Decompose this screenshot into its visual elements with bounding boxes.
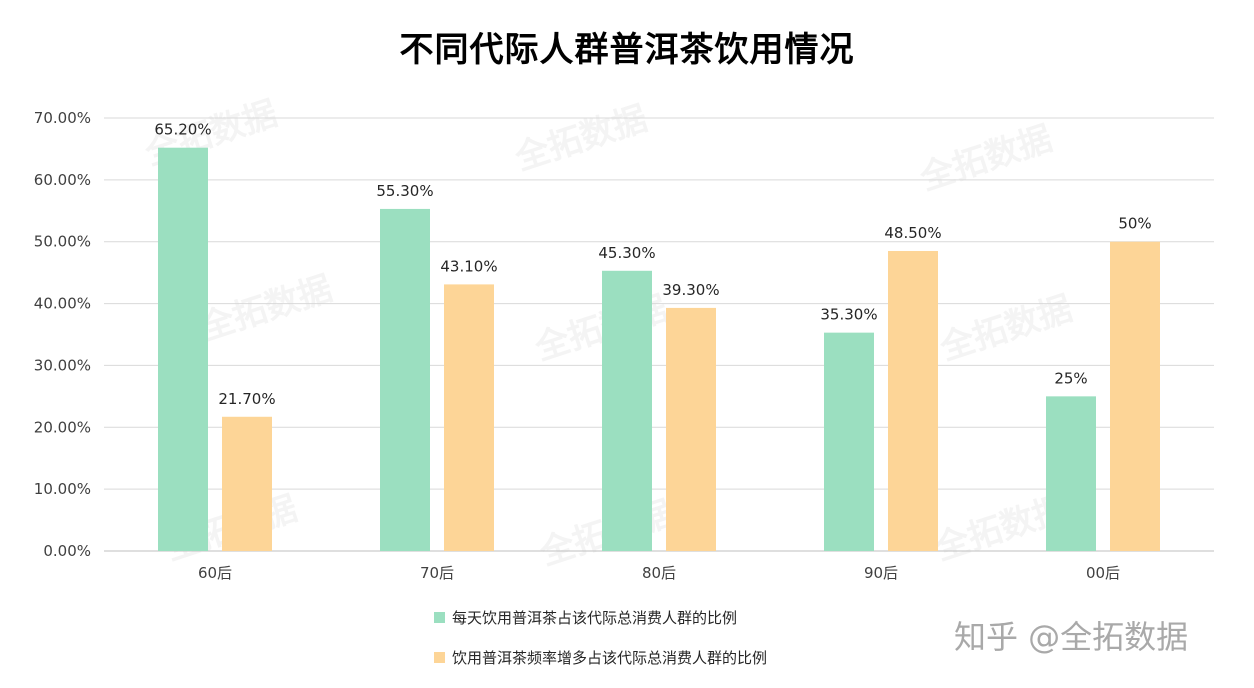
bar [1110, 241, 1160, 551]
x-axis: 60后 70后 80后 90后 00后 [198, 564, 1120, 582]
y-tick-label: 70.00% [34, 109, 91, 127]
data-label: 43.10% [440, 257, 497, 275]
gridlines [104, 117, 1214, 552]
bar [666, 307, 716, 551]
data-label: 50% [1118, 215, 1151, 233]
y-tick-label: 30.00% [34, 356, 91, 374]
bar [602, 270, 652, 551]
bar [1046, 396, 1096, 551]
legend-label: 饮用普洱茶频率增多占该代际总消费人群的比例 [452, 649, 767, 667]
bar [158, 147, 208, 552]
y-tick-label: 40.00% [34, 295, 91, 313]
data-label: 48.50% [884, 224, 941, 242]
watermark-text: 全拓数据 [914, 118, 1057, 198]
data-label: 55.30% [376, 182, 433, 200]
legend-swatch [434, 612, 445, 623]
bars [158, 147, 1160, 552]
y-tick-label: 60.00% [34, 171, 91, 189]
y-axis: 0.00% 10.00% 20.00% 30.00% 40.00% 50.00% 60.00… [34, 109, 91, 560]
y-tick-label: 0.00% [43, 542, 91, 560]
footer-brand: 知乎 @全拓数据 [954, 618, 1188, 656]
x-tick-label: 60后 [198, 564, 232, 582]
legend-swatch [434, 652, 445, 663]
bar [444, 284, 494, 551]
data-label: 35.30% [820, 306, 877, 324]
watermark-text: 全拓数据 [934, 288, 1077, 368]
y-tick-label: 20.00% [34, 418, 91, 436]
x-tick-label: 70后 [420, 564, 454, 582]
y-tick-label: 10.00% [34, 480, 91, 498]
data-label: 25% [1054, 369, 1087, 387]
bar [824, 332, 874, 551]
watermark-text: 全拓数据 [509, 98, 652, 178]
data-labels: 65.20% 21.70% 55.30% 43.10% 45.30% 39.30% 35.3… [154, 121, 1151, 408]
data-label: 45.30% [598, 244, 655, 262]
watermark-text: 全拓数据 [194, 268, 337, 348]
data-label: 39.30% [662, 281, 719, 299]
chart-title: 不同代际人群普洱茶饮用情况 [399, 30, 855, 70]
y-tick-label: 50.00% [34, 233, 91, 251]
data-label: 21.70% [218, 390, 275, 408]
legend-label: 每天饮用普洱茶占该代际总消费人群的比例 [452, 609, 737, 627]
x-tick-label: 90后 [864, 564, 898, 582]
data-label: 65.20% [154, 121, 211, 139]
x-tick-label: 80后 [642, 564, 676, 582]
bar [888, 250, 938, 551]
x-tick-label: 00后 [1086, 564, 1120, 582]
bar [222, 416, 272, 551]
bar [380, 208, 430, 551]
